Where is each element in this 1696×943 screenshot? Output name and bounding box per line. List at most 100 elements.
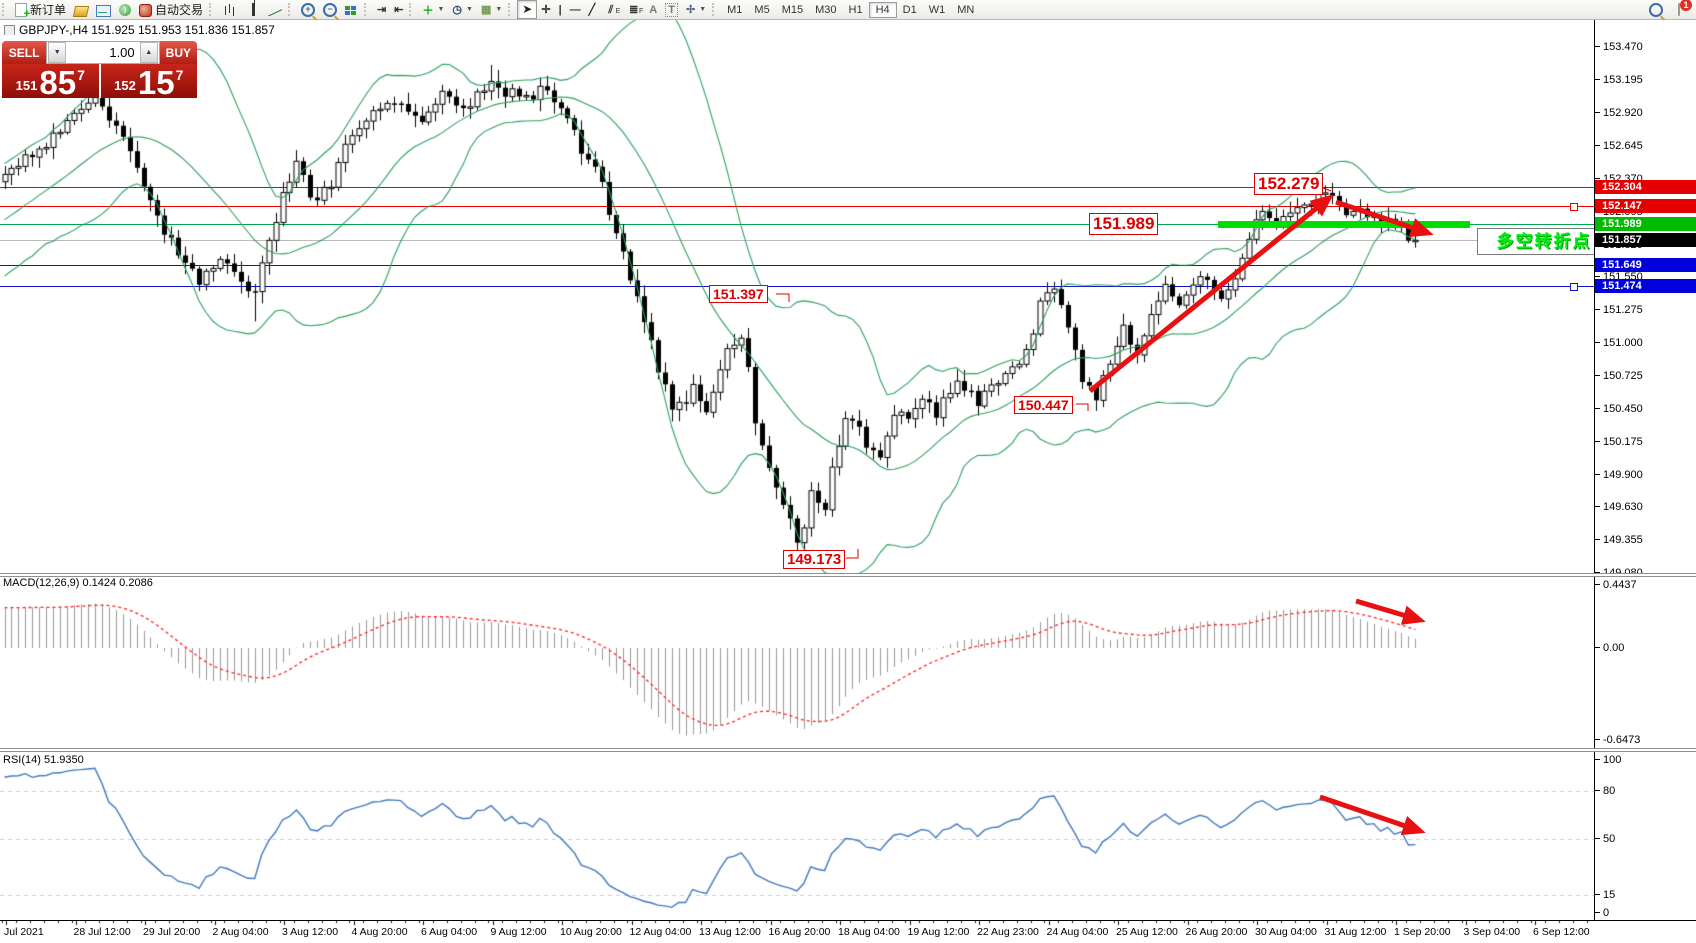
time-label: 28 Jul 12:00 [73,926,131,938]
time-axis[interactable]: Jul 2021 28 Jul 12:00 29 Jul 20:00 2 Aug 04… [0,924,1594,942]
signals-button[interactable]: ) [115,1,135,18]
annotation-label-150.447[interactable]: 150.447 [1014,396,1073,415]
turning-point-note[interactable]: 多空转折点 [1477,228,1611,255]
annotation-label-149.173[interactable]: 149.173 [783,550,846,570]
timeframe-button-mn[interactable]: MN [957,3,975,16]
rsi-axis-tick: 80 [1594,785,1616,797]
auto-scroll-button[interactable]: ⇥ [373,1,390,18]
chart-icon [4,25,15,35]
line-handle[interactable] [1570,283,1578,291]
time-label: 18 Aug 04:00 [838,926,900,938]
new-order-button[interactable]: + 新订单 [11,1,70,19]
text-tool-button[interactable]: A [645,1,661,18]
timeframe-button-h1[interactable]: H1 [848,3,863,16]
rsi-axis-tick: 50 [1594,833,1616,845]
annotation-label-151.989[interactable]: 151.989 [1089,213,1159,235]
chat-bubble-icon [1677,2,1680,16]
auto-trading-icon [139,3,153,17]
vertical-line-tool-button[interactable]: | [555,1,566,18]
timeframe-button-m1[interactable]: M1 [727,3,743,16]
market-watch-icon [72,5,90,17]
crosshair-tool-button[interactable]: ✛ [537,1,554,18]
auto-scroll-icon: ⇥ [377,4,387,16]
label-tool-button[interactable]: T [661,1,682,18]
price-axis[interactable]: 153.470153.195152.920152.645152.370152.0… [1594,19,1696,920]
volume-input[interactable] [67,44,139,61]
buy-price-big-digits: 15 [137,64,175,101]
buy-button[interactable]: BUY [159,41,197,64]
timeframe-button-m5[interactable]: M5 [754,3,770,16]
price-tick: 151.275 [1595,304,1643,316]
macd-pane-separator[interactable] [0,573,1696,577]
sell-price-big-digits: 85 [39,64,77,101]
price-tick: 150.175 [1595,436,1643,448]
horizontal-line-tool-button[interactable]: — [566,1,585,18]
price-tick: 150.725 [1595,370,1643,382]
cursor-tool-button[interactable]: ➤ [517,0,538,19]
new-order-label: 新订单 [30,3,67,17]
line-chart-button[interactable] [264,1,286,18]
annotation-label-151.397[interactable]: 151.397 [709,285,768,304]
trendline-tool-button[interactable]: ╱ [585,1,600,18]
chart-shift-button[interactable]: ⇤ [390,1,407,18]
zoom-in-button[interactable]: + [297,1,319,18]
timeframe-button-h4[interactable]: H4 [868,1,897,18]
sell-price-display[interactable]: 151 85 7 [2,64,99,101]
navigator-icon [96,4,112,17]
zoom-out-icon: − [323,3,338,17]
candlestick-chart-icon [251,2,254,16]
timeframe-button-w1[interactable]: W1 [928,3,946,16]
shapes-tool-button[interactable]: ✢ ▼ [685,4,707,16]
tile-windows-button[interactable] [341,1,362,18]
trendline-icon: ╱ [588,4,596,16]
time-label: 24 Aug 04:00 [1046,926,1109,938]
support-highlight-bar[interactable] [1218,221,1470,228]
toolbar-grip [2,3,9,16]
new-order-icon: + [15,2,30,19]
indicators-button[interactable]: ＋ ▼ [418,1,448,18]
periods-button[interactable]: ◷ ▼ [452,4,473,16]
auto-trading-button[interactable]: 自动交易 [135,1,207,18]
search-icon[interactable] [1649,3,1663,17]
navigator-button[interactable] [92,1,115,18]
bar-chart-button[interactable] [218,1,241,18]
price-tag-152.147: 152.147 [1595,199,1696,213]
fibonacci-tool-button[interactable]: ≣ F [622,1,645,18]
line-chart-icon [268,6,282,16]
toolbar-grip [712,3,719,16]
timeframe-button-m30[interactable]: M30 [815,3,837,16]
fibonacci-icon: ≣ F [629,3,644,16]
main-toolbar: + 新订单 ) 自动交易 + − ⇥ ⇤ ＋ ▼ ◷ ▼ ▦ ▼ ➤ ✛ | — ╱ … [0,0,1696,20]
price-tick: 149.900 [1595,469,1643,481]
sell-button[interactable]: SELL [2,41,47,64]
rsi-pane-separator[interactable] [0,748,1696,752]
price-tag-151.474: 151.474 [1595,279,1696,293]
templates-icon: ▦ [480,4,492,16]
label-icon: T [665,2,678,17]
buy-price-pip-digit: 7 [175,67,184,83]
line-handle[interactable] [1570,203,1578,211]
rsi-axis-tick: 0 [1594,907,1610,919]
timeframe-switcher: M1 M5 M15 M30 H1 H4 D1 W1 MN [721,1,980,18]
annotation-label-152.279[interactable]: 152.279 [1254,173,1324,195]
candlestick-chart-button[interactable] [241,1,264,18]
toolbar-grip [508,3,515,16]
time-label: 6 Sep 12:00 [1533,926,1590,938]
volume-increase-button[interactable]: ▲ [139,42,158,63]
templates-button[interactable]: ▦ ▼ [480,4,503,16]
one-click-trading-panel: SELL ▼ ▲ BUY 151 85 7 152 15 7 [2,41,197,101]
market-watch-button[interactable] [70,1,92,18]
volume-decrease-button[interactable]: ▼ [48,42,67,63]
buy-price-display[interactable]: 152 15 7 [100,64,197,101]
zoom-out-button[interactable]: − [319,1,341,18]
timeframe-button-d1[interactable]: D1 [902,3,917,16]
sell-price-prefix: 151 [15,78,38,93]
shapes-icon: ✢ [685,4,696,16]
timeframe-button-m15[interactable]: M15 [781,3,804,16]
time-label: 3 Sep 04:00 [1463,926,1521,938]
price-tick: 153.470 [1595,41,1643,53]
time-label: 26 Aug 20:00 [1185,926,1248,938]
notifications-icon[interactable]: 1 [1671,0,1692,17]
channel-tool-button[interactable]: ⫽ E [599,1,622,18]
